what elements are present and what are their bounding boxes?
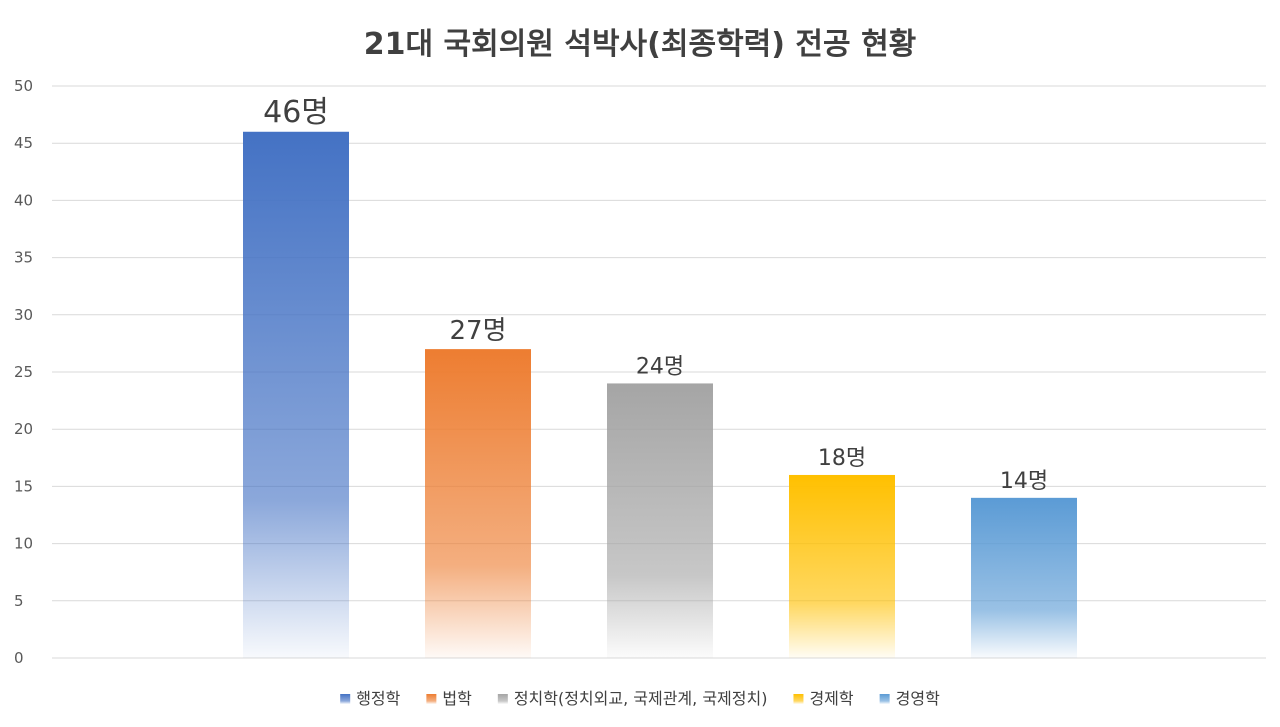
legend-swatch (497, 694, 508, 704)
y-tick-label: 0 (14, 649, 24, 667)
bars (243, 131, 1077, 658)
legend-item: 법학 (426, 689, 472, 708)
legend-swatch (426, 694, 437, 704)
legend-label: 행정학 (356, 689, 400, 708)
legend-label: 경영학 (896, 689, 940, 708)
y-tick-label: 40 (14, 191, 33, 209)
bar-5 (971, 497, 1077, 658)
data-label: 24명 (636, 354, 684, 379)
legend-item: 행정학 (340, 689, 401, 708)
data-label: 14명 (1000, 469, 1048, 494)
y-tick-label: 10 (14, 535, 33, 553)
legend-swatch (793, 694, 804, 704)
data-labels: 46명 27명 24명 18명 14명 (263, 95, 1048, 494)
bar-2 (425, 349, 531, 658)
legend-label: 법학 (442, 689, 472, 708)
y-tick-label: 20 (14, 420, 33, 438)
y-tick-label: 50 (14, 77, 33, 95)
y-tick-label: 30 (14, 306, 33, 324)
bar-3 (607, 383, 713, 658)
data-label: 18명 (818, 446, 866, 471)
y-tick-label: 45 (14, 134, 33, 152)
legend-label: 정치학(정치외교, 국제관계, 국제정치) (514, 689, 768, 708)
legend-swatch (879, 694, 890, 704)
legend-label: 경제학 (809, 689, 853, 708)
legend-item: 경영학 (879, 689, 940, 708)
y-tick-label: 5 (14, 592, 24, 610)
legend-item: 정치학(정치외교, 국제관계, 국제정치) (497, 689, 768, 708)
legend-swatch (340, 694, 351, 704)
data-label: 46명 (263, 95, 329, 130)
y-axis-ticks: 0 5 10 15 20 25 30 35 40 45 50 (14, 77, 33, 667)
bar-1 (243, 131, 349, 658)
legend: 행정학 법학 정치학(정치외교, 국제관계, 국제정치) 경제학 경영학 (340, 689, 940, 708)
chart-title: 21대 국회의원 석박사(최종학력) 전공 현황 (364, 27, 917, 62)
data-label: 27명 (449, 316, 506, 346)
bar-4 (789, 474, 895, 658)
y-tick-label: 25 (14, 363, 33, 381)
legend-item: 경제학 (793, 689, 854, 708)
y-tick-label: 15 (14, 477, 33, 495)
y-tick-label: 35 (14, 249, 33, 267)
